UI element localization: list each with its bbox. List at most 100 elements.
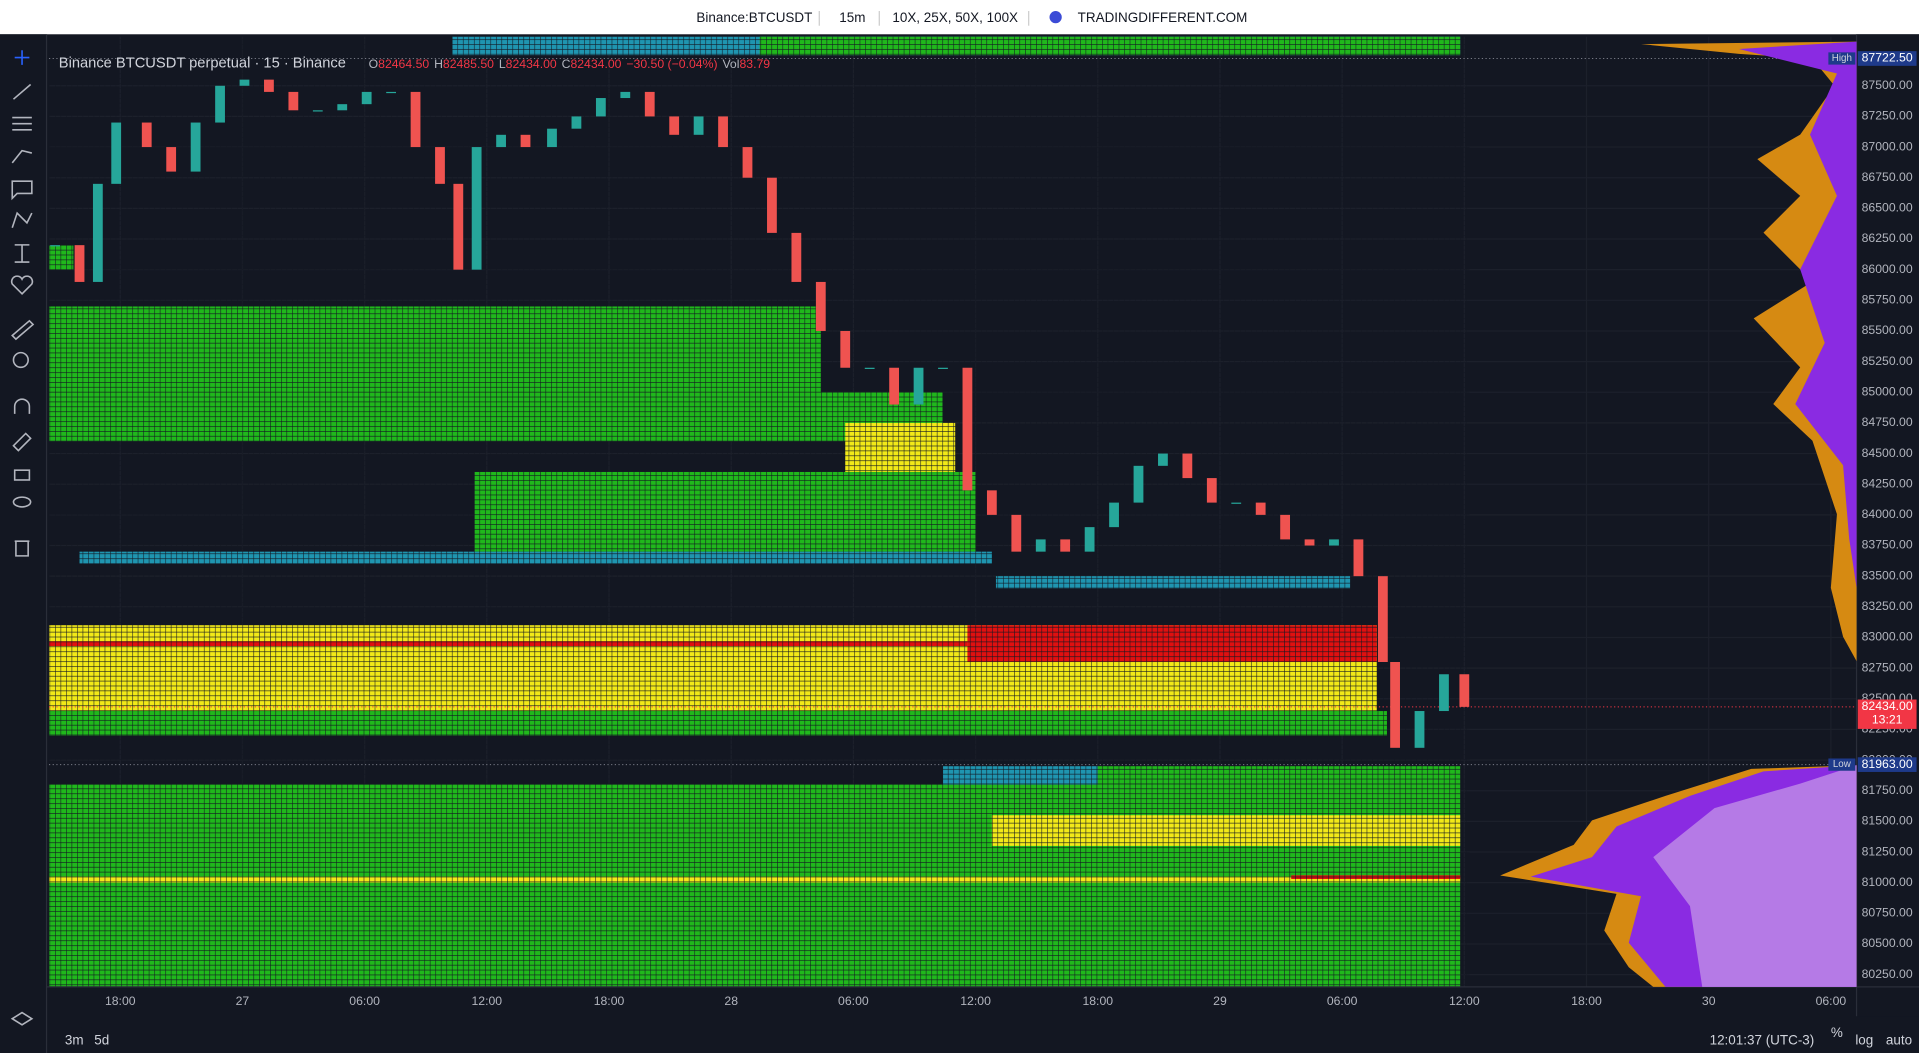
candle [74, 245, 85, 282]
candle [1182, 453, 1193, 479]
trash-tool[interactable] [14, 540, 30, 557]
candle [1133, 465, 1144, 503]
candle [547, 128, 557, 148]
legend-ohlc: O82464.50 H82485.50 L82434.00 C82434.00 −30.… [369, 57, 771, 71]
range-button[interactable]: 5d [94, 1032, 109, 1047]
label: Vol [722, 57, 739, 71]
y-tick-label: 86750.00 [1862, 170, 1913, 184]
x-tick-label: 06:00 [349, 994, 380, 1008]
x-tick-label: 06:00 [1327, 994, 1358, 1008]
label: O [369, 57, 379, 71]
zoom-tool[interactable] [12, 351, 29, 369]
y-tick-label: 87500.00 [1862, 78, 1913, 92]
favorites-tool[interactable] [10, 275, 34, 295]
profile-shape [1738, 41, 1857, 588]
candle [1353, 539, 1364, 577]
candle [986, 490, 997, 515]
y-tick-label: 82750.00 [1862, 660, 1913, 674]
header-bar [0, 0, 1919, 35]
price-label: 82434.00 [1862, 699, 1913, 713]
magnet-tool[interactable] [13, 398, 31, 414]
y-tick-label: 83500.00 [1862, 568, 1913, 582]
fib-tool[interactable] [12, 116, 32, 131]
candle [1158, 453, 1168, 466]
y-tick-label: 84750.00 [1862, 415, 1913, 429]
ruler-tool[interactable] [11, 319, 35, 341]
site: TRADINGDIFFERENT.COM [1078, 10, 1248, 25]
y-tick-label: 83750.00 [1862, 538, 1913, 552]
candle [264, 79, 274, 92]
plot [48, 36, 1857, 987]
label: L [499, 57, 506, 71]
candle [312, 110, 323, 112]
price-axis [1856, 34, 1919, 1017]
candle [496, 134, 506, 148]
price-label-box [1857, 757, 1917, 772]
y-tick-label: 80250.00 [1862, 967, 1913, 981]
x-tick-label: 06:00 [1816, 994, 1847, 1008]
change: −30.50 (−0.04%) [626, 57, 717, 71]
layers-tool[interactable] [10, 1011, 34, 1026]
y-tick-label: 87250.00 [1862, 109, 1913, 123]
pattern-tool[interactable] [11, 211, 33, 228]
y-tick-label: 80500.00 [1862, 936, 1913, 950]
candle [1109, 502, 1119, 528]
candle [386, 91, 397, 94]
symbol: Binance:BTCUSDT [696, 10, 812, 25]
y-tick-label: 83000.00 [1862, 630, 1913, 644]
measure-tool[interactable] [14, 244, 30, 263]
x-tick-label: 18:00 [1571, 994, 1602, 1008]
crosshair-tool[interactable] [14, 50, 30, 65]
x-tick-label: 30 [1702, 994, 1716, 1008]
candle [111, 122, 122, 184]
x-tick-label: 06:00 [838, 994, 869, 1008]
candle [644, 91, 655, 117]
candle [571, 116, 582, 129]
lock-tool[interactable] [13, 469, 31, 481]
candle [337, 104, 348, 111]
line-tool[interactable] [12, 83, 32, 100]
text-tool[interactable] [11, 180, 33, 201]
y-tick-label: 85500.00 [1862, 323, 1913, 337]
candle [1439, 674, 1449, 712]
visibility-tool[interactable] [12, 496, 32, 508]
candle [50, 245, 60, 247]
candle [669, 116, 680, 135]
x-tick-label: 29 [1213, 994, 1227, 1008]
candle [1329, 539, 1339, 546]
label: H [434, 57, 443, 71]
y-tick-label: 87000.00 [1862, 139, 1913, 153]
log-toggle[interactable]: log [1855, 1032, 1873, 1047]
price-label: 81963.00 [1862, 757, 1913, 771]
y-tick-label: 81000.00 [1862, 875, 1913, 889]
price-tag-box [1828, 52, 1856, 65]
percent-toggle[interactable]: % [1831, 1025, 1843, 1040]
candle [742, 147, 753, 178]
y-tick-label: 85250.00 [1862, 354, 1913, 368]
y-tick-label: 86250.00 [1862, 231, 1913, 245]
candle [1255, 502, 1266, 515]
x-tick-label: 27 [236, 994, 250, 1008]
toolbar-icons[interactable] [10, 50, 35, 1026]
site-icon [1049, 11, 1062, 24]
brush-tool[interactable] [11, 149, 33, 164]
range-button[interactable]: 3m [65, 1032, 84, 1047]
candle [1011, 514, 1022, 552]
x-tick-label: 18:00 [594, 994, 625, 1008]
y-tick-label: 85000.00 [1862, 385, 1913, 399]
auto-toggle[interactable]: auto [1886, 1032, 1912, 1047]
lock-draw-tool[interactable] [12, 432, 32, 452]
x-tick-label: 12:00 [960, 994, 991, 1008]
candle [361, 91, 372, 105]
candle [1304, 539, 1315, 546]
y-tick-label: 81500.00 [1862, 814, 1913, 828]
x-tick-label: 18:00 [105, 994, 136, 1008]
candle [913, 367, 924, 405]
heatmap-cells [48, 36, 1470, 987]
value: 82434.00 [570, 57, 621, 71]
candle [1390, 661, 1400, 748]
candle [1377, 576, 1388, 662]
candle [190, 122, 201, 172]
candle [962, 367, 973, 491]
